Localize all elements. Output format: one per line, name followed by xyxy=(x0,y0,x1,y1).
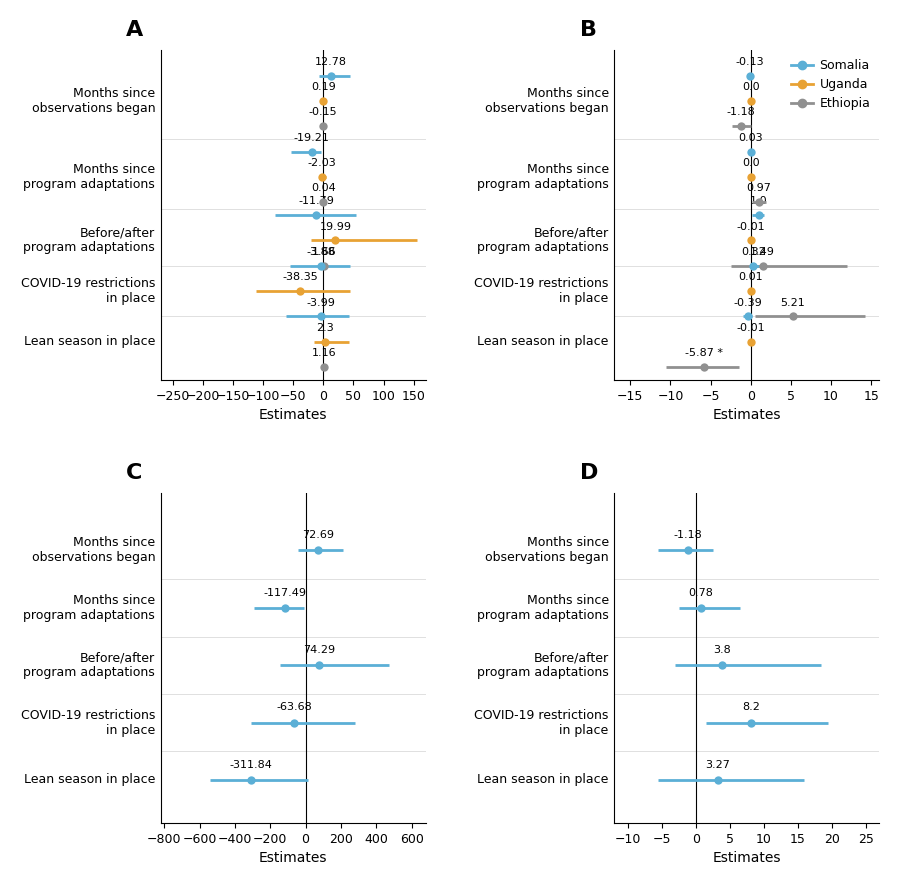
Text: 3.8: 3.8 xyxy=(713,645,731,655)
Text: 0.0: 0.0 xyxy=(742,158,760,168)
Text: 0.0: 0.0 xyxy=(742,82,760,92)
Text: 12.78: 12.78 xyxy=(315,57,347,66)
Text: -0.39: -0.39 xyxy=(734,298,762,307)
X-axis label: Estimates: Estimates xyxy=(713,851,781,865)
Text: -0.01: -0.01 xyxy=(736,323,765,333)
Text: 1.66: 1.66 xyxy=(312,247,337,257)
Text: 0.03: 0.03 xyxy=(739,133,763,143)
Text: 0.19: 0.19 xyxy=(311,82,336,92)
Text: -0.15: -0.15 xyxy=(309,107,338,117)
Text: 8.2: 8.2 xyxy=(742,703,760,712)
Text: 5.21: 5.21 xyxy=(780,298,805,307)
Text: C: C xyxy=(126,463,143,483)
Text: 74.29: 74.29 xyxy=(302,645,335,655)
Text: D: D xyxy=(580,463,598,483)
Text: -3.99: -3.99 xyxy=(307,298,336,307)
Text: 0.32: 0.32 xyxy=(741,247,766,257)
Text: -11.79: -11.79 xyxy=(298,196,334,206)
Text: -1.18: -1.18 xyxy=(673,531,702,540)
Text: -19.21: -19.21 xyxy=(293,133,329,143)
Text: A: A xyxy=(126,20,144,40)
Text: 0.78: 0.78 xyxy=(688,587,714,598)
Text: B: B xyxy=(580,20,597,40)
Text: 3.27: 3.27 xyxy=(706,760,731,770)
Text: -0.13: -0.13 xyxy=(735,57,764,66)
X-axis label: Estimates: Estimates xyxy=(259,851,328,865)
Text: 2.3: 2.3 xyxy=(316,323,334,333)
Text: 0.97: 0.97 xyxy=(746,183,771,193)
Text: 0.04: 0.04 xyxy=(311,183,336,193)
Text: 72.69: 72.69 xyxy=(302,531,335,540)
Text: -3.88: -3.88 xyxy=(307,247,336,257)
Text: -2.03: -2.03 xyxy=(308,158,337,168)
Text: 1.0: 1.0 xyxy=(750,196,768,206)
Legend: Somalia, Uganda, Ethiopia: Somalia, Uganda, Ethiopia xyxy=(788,57,873,113)
Text: -5.87 *: -5.87 * xyxy=(685,348,723,358)
Text: 19.99: 19.99 xyxy=(320,222,351,231)
Text: -311.84: -311.84 xyxy=(230,760,272,770)
Text: -1.18: -1.18 xyxy=(727,107,756,117)
Text: 1.49: 1.49 xyxy=(751,247,775,257)
X-axis label: Estimates: Estimates xyxy=(259,408,328,422)
Text: -63.68: -63.68 xyxy=(276,703,312,712)
Text: 0.01: 0.01 xyxy=(739,272,763,283)
Text: -117.49: -117.49 xyxy=(264,587,306,598)
Text: 1.16: 1.16 xyxy=(311,348,337,358)
Text: -38.35: -38.35 xyxy=(283,272,318,283)
Text: -0.01: -0.01 xyxy=(736,222,765,231)
X-axis label: Estimates: Estimates xyxy=(713,408,781,422)
